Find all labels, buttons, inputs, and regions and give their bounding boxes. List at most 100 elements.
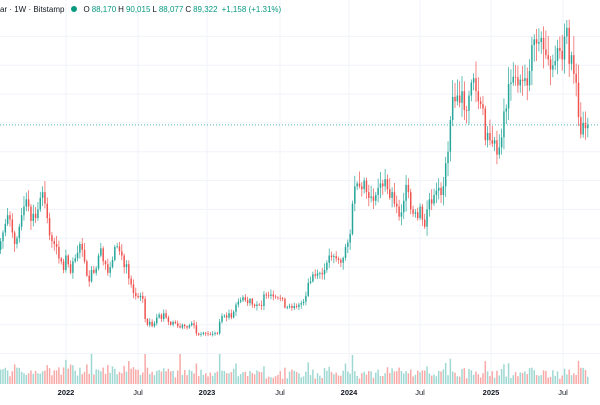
volume-bar xyxy=(330,371,333,384)
candle-body xyxy=(221,316,223,322)
candle-body xyxy=(503,111,505,138)
low-label: L xyxy=(152,4,157,14)
candle xyxy=(393,182,396,208)
candle-body xyxy=(538,42,540,44)
candle xyxy=(573,36,575,84)
candle-body xyxy=(570,55,573,64)
volume-bar xyxy=(542,370,545,384)
candle-body xyxy=(512,76,515,83)
volume-bar xyxy=(500,368,503,384)
candle xyxy=(118,241,121,256)
candle-body xyxy=(421,206,424,220)
candle xyxy=(580,102,582,139)
candles[interactable] xyxy=(0,19,589,337)
volume-bar xyxy=(25,374,28,384)
candle-body xyxy=(403,200,405,213)
volume-bar xyxy=(426,366,428,384)
volume-bar xyxy=(442,369,445,384)
candle-body xyxy=(16,238,18,245)
candle xyxy=(86,259,88,277)
volume-bar xyxy=(9,376,11,384)
candle xyxy=(237,298,240,308)
volume-bar xyxy=(72,365,74,384)
volume-bar xyxy=(363,371,365,384)
candle-body xyxy=(186,326,188,328)
candle-body xyxy=(288,306,291,307)
candle-body xyxy=(2,232,4,242)
volume-bar xyxy=(39,373,42,384)
volume-bar xyxy=(270,377,272,384)
candle-body xyxy=(69,264,72,273)
volume-bar xyxy=(135,369,137,384)
candle xyxy=(391,187,393,208)
volume-bar xyxy=(249,370,251,384)
candle-body xyxy=(118,246,121,252)
symbol-legend[interactable]: ar · 1W · Bitstamp O 88,170 H 90,015 L 88,0… xyxy=(0,2,281,16)
volume-bar xyxy=(547,377,549,384)
candle-body xyxy=(30,206,32,221)
candle-body xyxy=(121,251,123,256)
candle xyxy=(244,294,247,302)
volume-bar xyxy=(414,374,417,384)
candle-body xyxy=(11,219,14,233)
volume-bar xyxy=(232,368,235,384)
candle xyxy=(398,199,400,221)
volume-bar xyxy=(118,371,121,384)
candle-body xyxy=(333,256,335,257)
candle-body xyxy=(414,212,417,214)
candle xyxy=(204,331,207,337)
candle-body xyxy=(251,298,254,305)
candle xyxy=(256,301,258,311)
candle xyxy=(524,64,526,87)
candle-body xyxy=(256,304,258,307)
candle-body xyxy=(416,212,419,219)
volume-bar xyxy=(128,361,130,384)
candle-body xyxy=(458,95,461,103)
candle xyxy=(46,197,49,224)
symbol-title[interactable]: ar · 1W · Bitstamp xyxy=(0,4,65,14)
volume-bar xyxy=(577,360,580,384)
volume-bar xyxy=(102,367,104,384)
candle xyxy=(242,295,244,303)
candle-body xyxy=(517,77,519,86)
volume-bar xyxy=(144,354,146,384)
candle xyxy=(135,287,137,300)
candle xyxy=(561,34,563,71)
volume-bar xyxy=(121,373,123,384)
candle-body xyxy=(547,55,549,60)
candle xyxy=(249,297,251,306)
candle-body xyxy=(449,120,452,152)
volume-bar xyxy=(279,371,282,384)
volume-bar xyxy=(123,365,125,384)
candle xyxy=(142,291,144,303)
market-status-dot xyxy=(71,6,78,12)
candle-body xyxy=(160,314,163,319)
candle xyxy=(344,243,347,261)
candle-body xyxy=(456,95,459,102)
volume-bar xyxy=(55,370,58,384)
candle-body xyxy=(531,45,533,72)
volume-bar xyxy=(444,362,447,384)
candle-body xyxy=(55,244,58,247)
candle xyxy=(512,62,515,86)
candle xyxy=(549,56,552,86)
candle-body xyxy=(442,186,445,195)
candle xyxy=(58,240,60,264)
volume-bar xyxy=(386,367,389,384)
volume-bar xyxy=(6,370,9,384)
volume-bar xyxy=(489,376,491,384)
candle xyxy=(566,20,568,45)
volume-bar xyxy=(421,370,424,384)
candle xyxy=(386,174,389,195)
candle xyxy=(225,312,228,322)
volume-bar xyxy=(484,361,487,384)
candle-body xyxy=(111,259,114,268)
volume-bar xyxy=(272,377,275,384)
ohlc-values: O 88,170 H 90,015 L 88,077 C 89,322 xyxy=(83,5,217,14)
volume-bar xyxy=(93,374,95,384)
candle xyxy=(107,258,109,276)
candle-body xyxy=(549,59,552,70)
candle xyxy=(559,36,561,59)
